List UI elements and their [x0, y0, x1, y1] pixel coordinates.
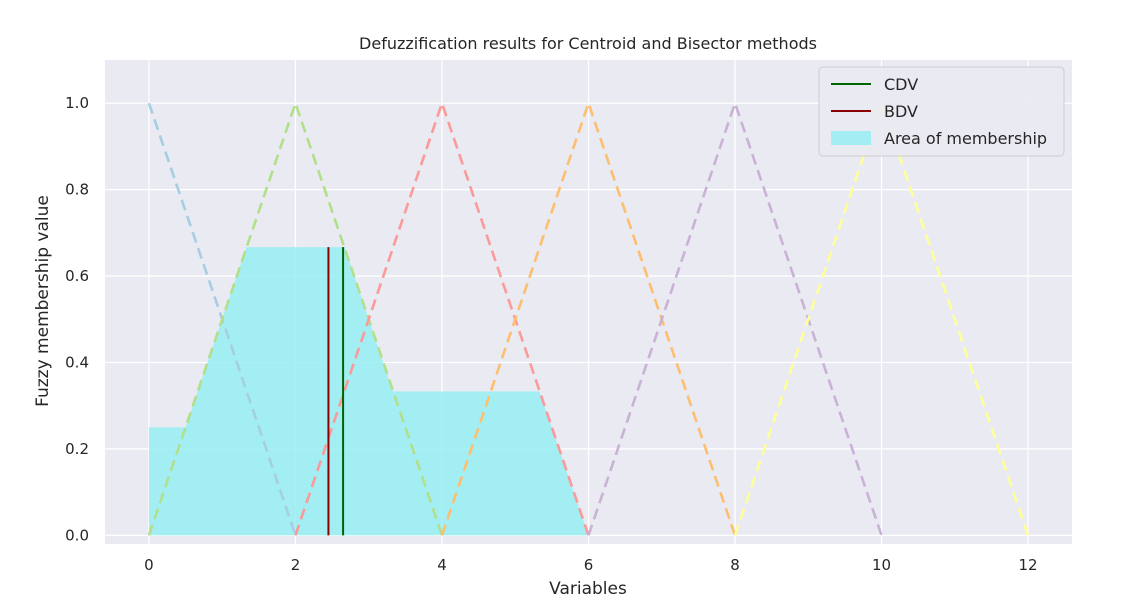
defuzz-lines — [327, 247, 345, 536]
legend-label-bdv: BDV — [884, 102, 918, 121]
y-tick-label: 0.8 — [65, 181, 89, 199]
y-tick-label: 1.0 — [65, 94, 89, 112]
legend-box — [818, 66, 1065, 157]
membership-functions — [147, 99, 1030, 536]
x-tick-label: 8 — [730, 556, 740, 574]
y-tick-label: 0.0 — [65, 526, 89, 544]
y-tick-label: 0.6 — [65, 267, 89, 285]
x-tick-label: 10 — [872, 556, 891, 574]
chart-title: Defuzzification results for Centroid and… — [359, 34, 817, 53]
x-tick-label: 12 — [1018, 556, 1037, 574]
x-axis-label: Variables — [549, 579, 627, 599]
area-layer — [148, 247, 589, 536]
legend-swatch-area — [831, 131, 871, 145]
legend-label-cdv: CDV — [884, 75, 918, 94]
area-of-membership — [148, 247, 589, 536]
tick-labels: 0 2 4 6 8 10 12 0.0 0.2 0.4 0.6 0.8 1.0 — [65, 94, 1037, 574]
y-tick-label: 0.2 — [65, 440, 89, 458]
y-tick-label: 0.4 — [65, 354, 89, 372]
legend-label-area: Area of membership — [884, 129, 1047, 148]
y-axis-label: Fuzzy membership value — [33, 195, 53, 407]
legend: CDV BDV Area of membership — [818, 66, 1065, 157]
x-tick-label: 2 — [291, 556, 301, 574]
x-tick-label: 0 — [144, 556, 154, 574]
x-tick-label: 6 — [584, 556, 594, 574]
x-tick-label: 4 — [437, 556, 447, 574]
